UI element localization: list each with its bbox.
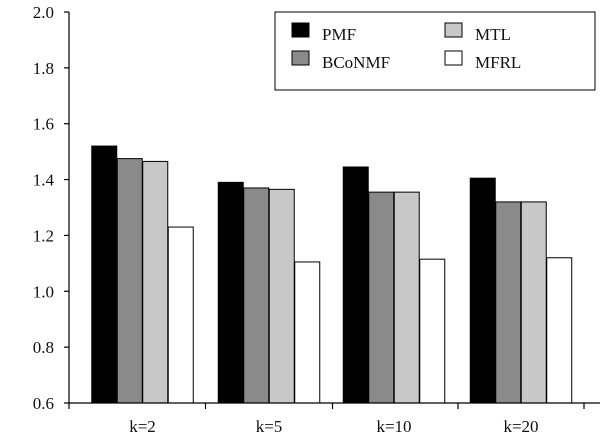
legend-swatch-mfrl [444, 50, 463, 66]
y-tick-label: 1.4 [33, 171, 55, 190]
y-tick-label: 2.0 [33, 3, 54, 22]
bar-pmf-k10 [342, 166, 369, 404]
bar-bconmf-k10 [368, 191, 395, 404]
bar-pmf-k2 [91, 145, 118, 404]
legend-swatch-bconmf [291, 50, 310, 66]
bar-mfrl-k20 [546, 257, 573, 404]
bar-bconmf-k2 [116, 158, 143, 404]
y-axis-ticks: 0.6 0.8 1.0 1.2 1.4 1.6 1.8 2.0 [33, 3, 69, 413]
legend-label-mtl: MTL [475, 25, 511, 44]
x-axis-ticks: k=2 k=5 k=10 k=20 [68, 403, 585, 436]
y-tick-label: 0.8 [33, 338, 54, 357]
y-tick-label: 1.8 [33, 59, 54, 78]
bar-bconmf-k5 [243, 187, 270, 404]
bar-mtl-k5 [268, 188, 295, 404]
bar-mtl-k20 [520, 201, 547, 404]
bar-pmf-k5 [217, 181, 244, 404]
x-tick-label: k=10 [376, 417, 411, 436]
legend-label-pmf: PMF [322, 25, 356, 44]
legend-label-bconmf: BCoNMF [322, 53, 390, 72]
legend-label-mfrl: MFRL [475, 53, 521, 72]
bar-mtl-k10 [393, 191, 420, 404]
legend-swatch-pmf [291, 22, 310, 38]
bar-mfrl-k5 [294, 261, 321, 404]
legend: PMF MTL BCoNMF MFRL [274, 11, 596, 91]
y-tick-label: 1.0 [33, 282, 54, 301]
bar-bconmf-k20 [495, 201, 522, 404]
x-tick-label: k=2 [129, 417, 156, 436]
y-tick-label: 1.6 [33, 115, 54, 134]
bar-mfrl-k10 [419, 258, 446, 404]
legend-swatch-mtl [444, 22, 463, 38]
y-tick-label: 1.2 [33, 226, 54, 245]
x-tick-label: k=20 [503, 417, 538, 436]
y-tick-label: 0.6 [33, 394, 54, 413]
bar-mtl-k2 [142, 160, 169, 404]
bar-pmf-k20 [469, 177, 496, 404]
legend-box [274, 11, 596, 91]
bars-layer [91, 145, 573, 404]
bar-mfrl-k2 [167, 226, 194, 404]
x-tick-label: k=5 [256, 417, 283, 436]
